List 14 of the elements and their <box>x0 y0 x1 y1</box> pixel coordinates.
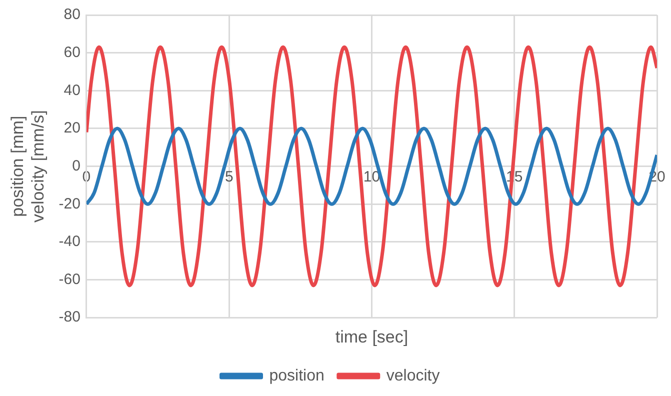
y-tick-label: 60 <box>64 44 80 61</box>
y-tick-label: -80 <box>58 308 80 326</box>
y-tick-label: -40 <box>58 233 80 250</box>
x-tick-label: 5 <box>224 168 234 186</box>
y-tick-label: -60 <box>58 270 80 288</box>
y-tick-label: 20 <box>64 120 80 137</box>
legend-label: position <box>269 367 324 384</box>
y-tick-label: -20 <box>58 195 80 212</box>
legend-label: velocity <box>386 367 440 384</box>
x-axis-title: time [sec] <box>335 327 408 346</box>
y-axis-title: position [mm] velocity [mm/s] <box>8 110 48 223</box>
y-tick-label: 0 <box>72 157 80 174</box>
y-tick-label: 80 <box>64 6 80 24</box>
y-tick-label: 40 <box>64 82 80 99</box>
